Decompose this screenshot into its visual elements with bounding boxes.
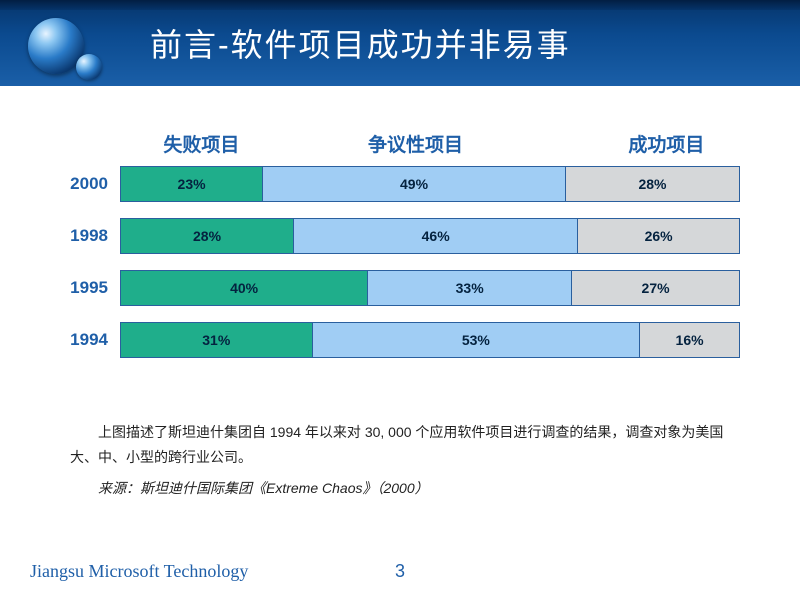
bar-segment: 33%: [368, 271, 572, 305]
legend-item: 失败项目: [163, 130, 239, 157]
year-label: 1994: [60, 330, 120, 350]
bar-segment: 23%: [121, 167, 263, 201]
bar-segment: 53%: [313, 323, 641, 357]
stacked-bar: 23%49%28%: [120, 166, 740, 202]
bar-segment: 49%: [263, 167, 566, 201]
header-top-strip: [0, 0, 800, 10]
sphere-decoration: [28, 18, 118, 78]
legend-item: 成功项目: [628, 130, 704, 157]
caption-body: 上图描述了斯坦迪什集团自 1994 年以来对 30, 000 个应用软件项目进行…: [70, 420, 730, 470]
stacked-bar: 40%33%27%: [120, 270, 740, 306]
bar-segment: 40%: [121, 271, 368, 305]
year-label: 2000: [60, 174, 120, 194]
bar-segment: 26%: [578, 219, 739, 253]
chart-legend: 失败项目 争议性项目 成功项目: [120, 130, 740, 156]
bar-segment: 28%: [121, 219, 294, 253]
year-label: 1998: [60, 226, 120, 246]
footer-org: Jiangsu Microsoft Technology: [30, 561, 248, 582]
bar-segment: 27%: [572, 271, 739, 305]
stacked-bar: 31%53%16%: [120, 322, 740, 358]
legend-item: 争议性项目: [368, 130, 463, 157]
bar-row: 200023%49%28%: [60, 166, 740, 202]
stacked-bar-chart: 失败项目争议性项目成功项目 200023%49%28%199828%46%26%…: [60, 130, 740, 374]
slide-title: 前言-软件项目成功并非易事: [150, 20, 571, 66]
bar-row: 199431%53%16%: [60, 322, 740, 358]
chart-bars: 200023%49%28%199828%46%26%199540%33%27%1…: [60, 166, 740, 358]
bar-segment: 16%: [640, 323, 739, 357]
slide-header: 前言-软件项目成功并非易事: [0, 0, 800, 86]
year-label: 1995: [60, 278, 120, 298]
bar-segment: 31%: [121, 323, 313, 357]
bar-segment: 28%: [566, 167, 739, 201]
bar-row: 199540%33%27%: [60, 270, 740, 306]
caption-source: 来源：斯坦迪什国际集团《Extreme Chaos》（2000）: [98, 476, 730, 501]
page-number: 3: [395, 561, 405, 582]
chart-caption: 上图描述了斯坦迪什集团自 1994 年以来对 30, 000 个应用软件项目进行…: [70, 420, 730, 502]
sphere-small-icon: [76, 54, 102, 80]
bar-segment: 46%: [294, 219, 578, 253]
bar-row: 199828%46%26%: [60, 218, 740, 254]
stacked-bar: 28%46%26%: [120, 218, 740, 254]
